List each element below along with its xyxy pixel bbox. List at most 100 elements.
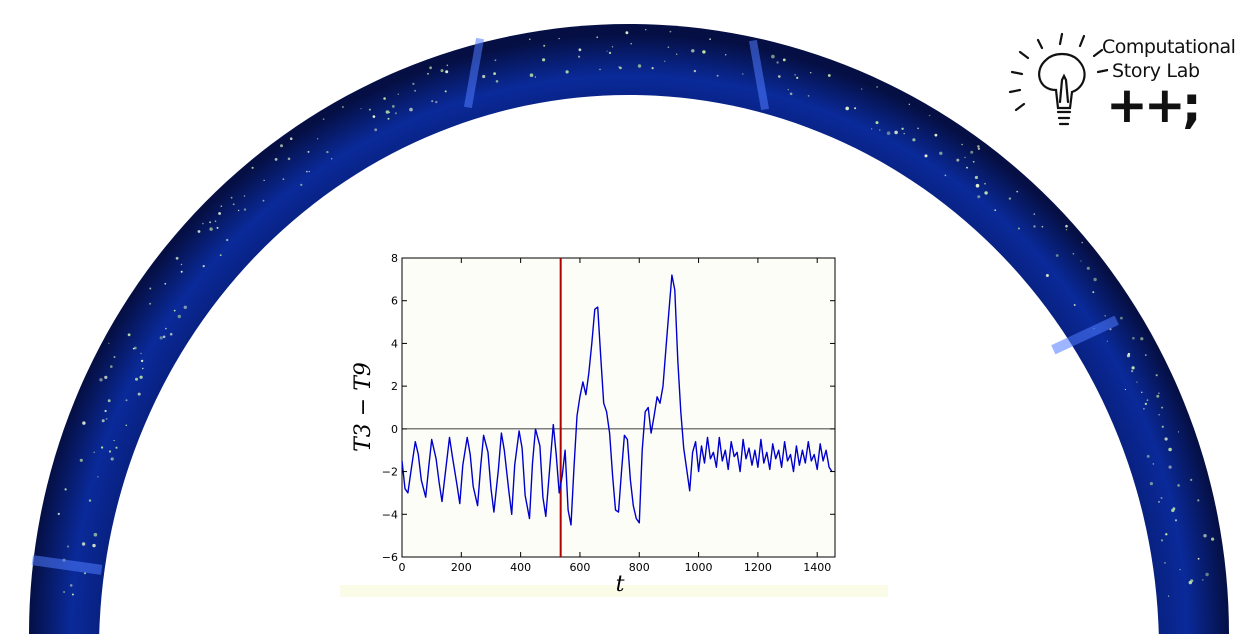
star-dot xyxy=(566,70,569,73)
star-dot xyxy=(388,118,390,120)
star-dot xyxy=(776,61,778,63)
star-dot xyxy=(431,100,433,102)
star-dot xyxy=(149,303,151,305)
star-dot xyxy=(176,257,179,260)
star-dot xyxy=(1018,228,1020,230)
star-dot xyxy=(58,513,60,515)
star-dot xyxy=(231,197,233,199)
star-dot xyxy=(1074,304,1076,306)
star-dot xyxy=(386,110,390,114)
star-dot xyxy=(308,151,310,153)
star-dot xyxy=(619,67,622,70)
star-dot xyxy=(925,154,928,157)
star-dot xyxy=(360,108,361,109)
star-dot xyxy=(89,499,91,501)
star-dot xyxy=(1065,225,1068,228)
star-dot xyxy=(783,59,786,62)
star-dot xyxy=(198,230,201,233)
star-dot xyxy=(1132,337,1135,340)
star-dot xyxy=(149,288,151,290)
star-dot xyxy=(135,378,138,381)
star-dot xyxy=(65,488,67,490)
star-dot xyxy=(126,399,128,401)
star-dot xyxy=(694,70,696,72)
star-dot xyxy=(871,128,872,129)
star-dot xyxy=(1162,426,1164,428)
x-tick-label: 600 xyxy=(569,561,590,574)
star-dot xyxy=(114,440,115,441)
star-dot xyxy=(110,365,113,368)
star-dot xyxy=(691,49,694,52)
star-dot xyxy=(1120,317,1123,320)
star-dot xyxy=(63,591,65,593)
star-dot xyxy=(111,457,114,460)
star-dot xyxy=(901,128,903,130)
star-dot xyxy=(1145,403,1147,405)
star-dot xyxy=(72,594,74,596)
logo-text-increment: ++; xyxy=(1106,76,1198,134)
y-tick-label: 2 xyxy=(391,380,398,393)
star-dot xyxy=(101,446,103,448)
star-dot xyxy=(108,343,109,344)
star-dot xyxy=(244,208,246,210)
star-dot xyxy=(1202,579,1204,581)
star-dot xyxy=(1158,393,1159,394)
star-dot xyxy=(1177,484,1180,487)
star-dot xyxy=(140,376,143,379)
star-dot xyxy=(178,315,181,318)
star-dot xyxy=(409,108,413,112)
star-dot xyxy=(99,378,102,381)
star-dot xyxy=(264,180,265,181)
star-dot xyxy=(441,69,444,72)
star-dot xyxy=(609,52,611,54)
star-dot xyxy=(596,36,598,38)
star-dot xyxy=(209,227,212,230)
star-dot xyxy=(984,191,987,194)
star-dot xyxy=(1147,455,1150,458)
star-dot xyxy=(973,161,975,163)
y-tick-label: 8 xyxy=(391,252,398,265)
star-dot xyxy=(202,223,204,225)
star-dot xyxy=(978,148,980,150)
star-dot xyxy=(664,61,665,62)
star-dot xyxy=(709,38,711,40)
star-dot xyxy=(725,54,726,55)
star-dot xyxy=(1033,225,1035,227)
star-dot xyxy=(493,72,496,75)
star-dot xyxy=(861,88,863,90)
star-dot xyxy=(300,184,302,186)
star-dot xyxy=(1164,562,1165,563)
star-dot xyxy=(115,447,117,449)
star-dot xyxy=(82,421,85,424)
star-dot xyxy=(142,368,143,369)
star-dot xyxy=(1150,482,1153,485)
star-dot xyxy=(244,195,246,197)
star-dot xyxy=(323,118,325,120)
star-dot xyxy=(181,271,183,273)
star-dot xyxy=(138,393,141,396)
computational-story-lab-logo: Computational Story Lab ++; xyxy=(998,30,1228,150)
star-dot xyxy=(854,107,856,109)
star-dot xyxy=(808,95,810,97)
star-dot xyxy=(94,533,98,537)
star-dot xyxy=(306,171,308,173)
star-dot xyxy=(876,121,879,124)
star-dot xyxy=(290,137,293,140)
star-dot xyxy=(1073,253,1075,255)
star-dot xyxy=(114,356,116,358)
star-dot xyxy=(530,73,534,77)
star-dot xyxy=(280,144,283,147)
star-dot xyxy=(1046,274,1049,277)
star-dot xyxy=(879,129,880,130)
x-tick-label: 1400 xyxy=(803,561,831,574)
y-tick-label: 0 xyxy=(391,423,398,436)
star-dot xyxy=(1211,538,1214,541)
star-dot xyxy=(263,200,265,202)
star-dot xyxy=(1082,242,1083,243)
star-dot xyxy=(445,70,448,73)
star-dot xyxy=(102,419,105,422)
star-dot xyxy=(977,195,980,198)
star-dot xyxy=(1141,392,1142,393)
star-dot xyxy=(342,106,344,108)
star-dot xyxy=(984,183,986,185)
